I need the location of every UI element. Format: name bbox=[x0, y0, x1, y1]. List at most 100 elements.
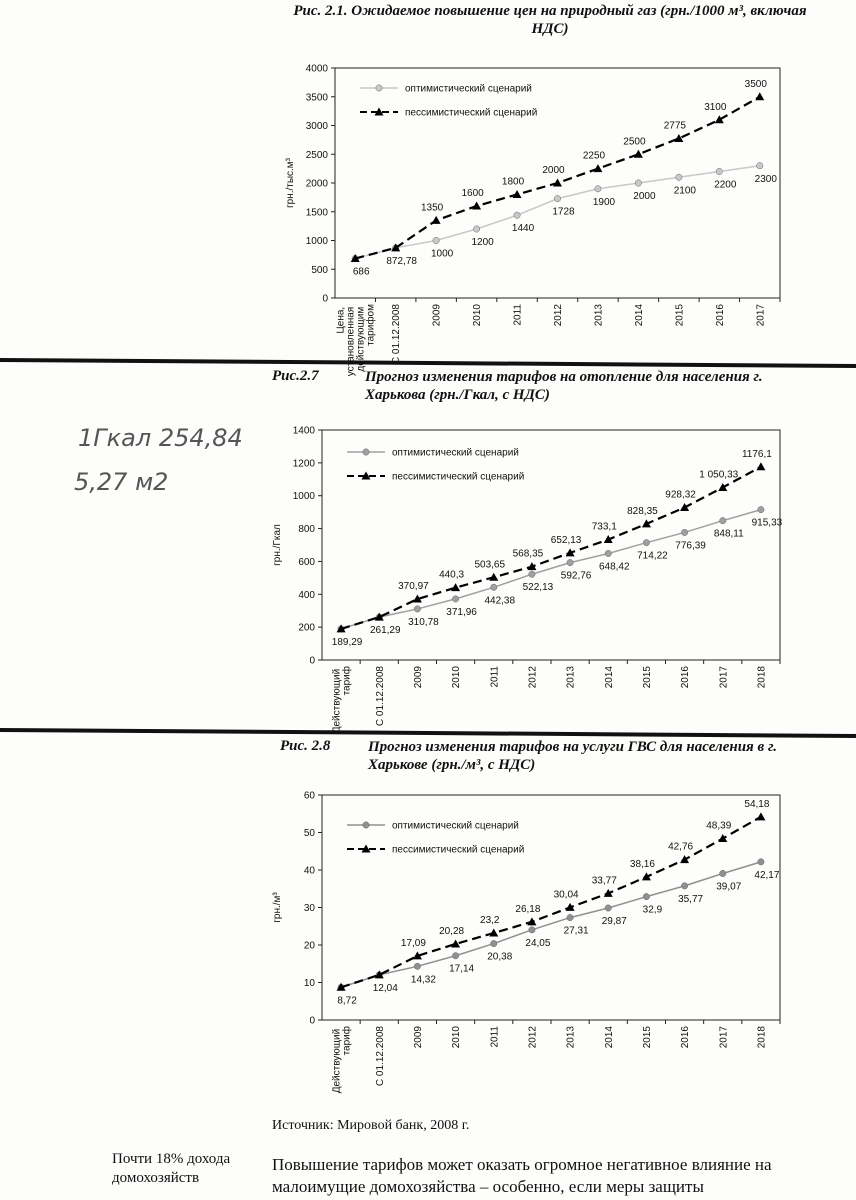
data-label: 24,05 bbox=[525, 938, 550, 949]
point bbox=[451, 583, 461, 592]
data-label: 648,42 bbox=[599, 561, 630, 572]
data-label: 42,17 bbox=[754, 870, 779, 881]
series-line bbox=[340, 815, 762, 989]
data-label: 17,09 bbox=[401, 938, 426, 949]
point bbox=[413, 962, 421, 970]
point bbox=[593, 164, 603, 173]
x-tick-label: 2015 bbox=[642, 666, 653, 689]
point bbox=[527, 917, 537, 926]
data-label: 2775 bbox=[664, 120, 687, 131]
data-label: 928,32 bbox=[665, 489, 696, 500]
data-label: 20,28 bbox=[439, 926, 464, 937]
point bbox=[527, 562, 537, 571]
point bbox=[718, 834, 728, 843]
x-tick-label: 2009 bbox=[413, 1026, 424, 1049]
y-axis-label: грн./Гкал bbox=[272, 524, 283, 566]
data-label: 1200 bbox=[471, 237, 494, 248]
point bbox=[528, 926, 536, 934]
point bbox=[714, 115, 724, 124]
y-tick-label: 1400 bbox=[293, 426, 316, 437]
title-text: Ожидаемое повышение цен на природный газ… bbox=[351, 3, 807, 37]
data-label: 652,13 bbox=[551, 535, 582, 546]
point bbox=[566, 914, 574, 922]
point bbox=[431, 215, 441, 224]
point bbox=[490, 940, 498, 948]
chart-title: Прогноз изменения тарифов на услуги ГВС … bbox=[368, 739, 778, 773]
x-tick-label: 2009 bbox=[432, 304, 443, 327]
series-line bbox=[340, 861, 762, 989]
point bbox=[641, 872, 651, 881]
data-label: 8,72 bbox=[337, 995, 357, 1006]
data-label: 522,13 bbox=[523, 582, 554, 593]
point bbox=[362, 821, 370, 829]
point bbox=[719, 870, 727, 877]
handwritten-note: 1Гкал 254,84 bbox=[78, 424, 243, 452]
x-tick-label: С 01.12.2008 bbox=[375, 1026, 386, 1086]
y-tick-label: 1200 bbox=[293, 458, 316, 469]
point bbox=[361, 471, 371, 480]
point bbox=[391, 243, 401, 252]
point bbox=[350, 254, 360, 263]
legend-label: пессимистический сценарий bbox=[405, 108, 537, 119]
point bbox=[641, 519, 651, 528]
data-label: 12,04 bbox=[373, 983, 398, 994]
data-label: 35,77 bbox=[678, 894, 703, 905]
source: Источник: Мировой банк, 2008 г. bbox=[272, 1118, 470, 1133]
x-tick-label: 2009 bbox=[413, 666, 424, 689]
y-tick-label: 30 bbox=[304, 903, 316, 914]
point bbox=[674, 133, 684, 142]
data-label: 503,65 bbox=[474, 559, 505, 570]
sidebar: Почти 18% дохода домохозяйств bbox=[112, 1151, 231, 1186]
figure-label: Рис.2.7 bbox=[272, 368, 319, 384]
data-label: 733,1 bbox=[592, 522, 617, 533]
x-tick-label: Цена, установленная действующим тарифом bbox=[336, 304, 377, 376]
point bbox=[412, 951, 422, 960]
data-label: 189,29 bbox=[332, 637, 363, 648]
y-tick-label: 800 bbox=[298, 524, 315, 535]
point bbox=[680, 502, 690, 511]
point bbox=[594, 185, 602, 193]
data-label: 2300 bbox=[755, 174, 778, 185]
legend-label: оптимистический сценарий bbox=[405, 84, 532, 95]
point bbox=[756, 162, 764, 170]
point bbox=[719, 517, 727, 525]
x-tick-label: 2011 bbox=[513, 304, 524, 326]
y-axis-label: грн./тыс.м³ bbox=[285, 157, 296, 208]
figure-label: Рис. 2.1. bbox=[293, 3, 348, 19]
y-tick-label: 600 bbox=[298, 557, 315, 568]
legend-label: оптимистический сценарий bbox=[392, 448, 519, 459]
data-label: 370,97 bbox=[398, 581, 429, 592]
scan-edge bbox=[0, 358, 856, 368]
data-label: 3500 bbox=[745, 79, 768, 90]
point bbox=[513, 211, 521, 219]
y-tick-label: 50 bbox=[304, 828, 316, 839]
point bbox=[603, 888, 613, 897]
y-tick-label: 0 bbox=[309, 656, 315, 667]
point bbox=[512, 190, 522, 198]
series-line bbox=[340, 465, 762, 630]
data-label: 30,04 bbox=[554, 889, 579, 900]
data-label: 310,78 bbox=[408, 617, 439, 628]
x-tick-label: 2010 bbox=[472, 304, 483, 327]
point bbox=[375, 84, 383, 92]
x-tick-label: 2013 bbox=[593, 304, 604, 327]
data-label: 2100 bbox=[674, 185, 697, 196]
data-label: 2000 bbox=[633, 191, 656, 202]
legend-label: пессимистический сценарий bbox=[392, 472, 524, 483]
point bbox=[642, 539, 650, 547]
point bbox=[634, 179, 642, 187]
data-label: 27,31 bbox=[564, 926, 589, 937]
point bbox=[757, 858, 765, 866]
x-tick-label: 2018 bbox=[756, 1026, 767, 1049]
point bbox=[413, 605, 421, 613]
y-tick-label: 1000 bbox=[306, 236, 329, 247]
data-label: 1800 bbox=[502, 177, 525, 188]
x-tick-label: С 01.12.2008 bbox=[375, 666, 386, 726]
x-tick-label: Действующий тариф bbox=[332, 666, 353, 733]
x-tick-label: 2012 bbox=[553, 304, 564, 327]
x-tick-label: 2011 bbox=[489, 1026, 500, 1048]
data-label: 26,18 bbox=[515, 904, 540, 915]
point bbox=[680, 855, 690, 864]
data-label: 17,14 bbox=[449, 964, 474, 975]
y-tick-label: 2000 bbox=[306, 179, 329, 190]
